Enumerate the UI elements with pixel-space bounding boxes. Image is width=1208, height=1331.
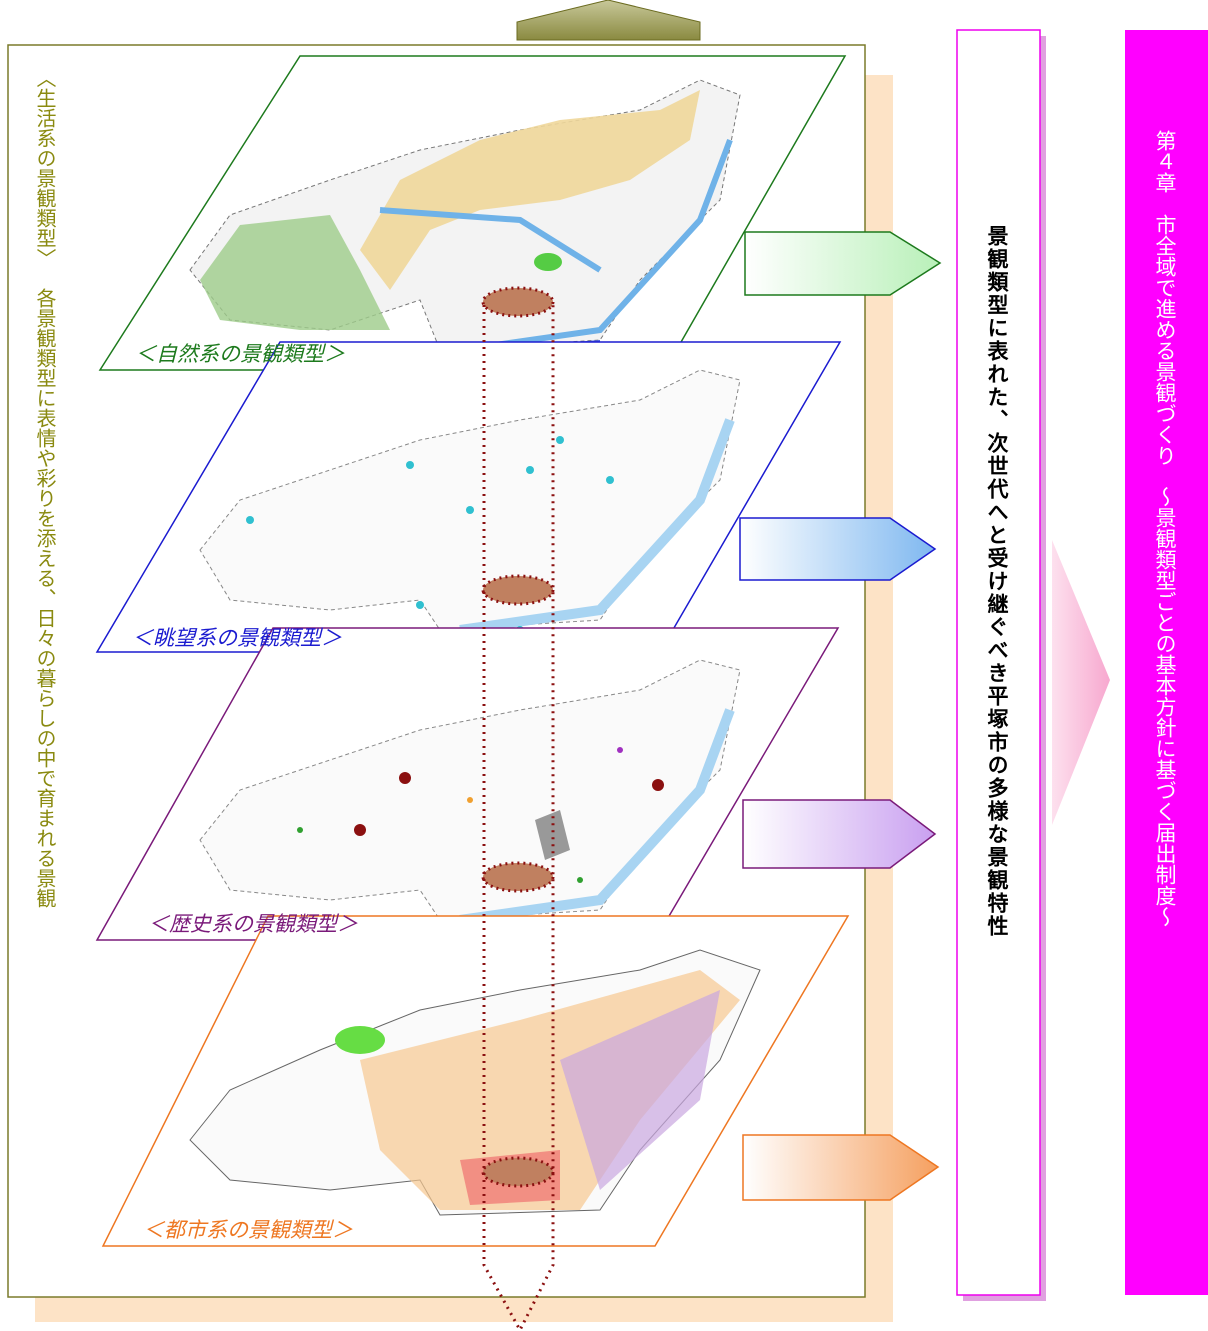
map <box>199 369 741 631</box>
arrow <box>1052 540 1110 825</box>
chapter-title: 第４章 市全域で進める景観づくり <box>1153 130 1177 466</box>
chapter-box <box>1125 30 1208 1295</box>
characteristics-box <box>956 29 1041 1296</box>
living-type-title: 〈生活系の景観類型〉 <box>33 68 57 268</box>
map <box>200 215 390 330</box>
river <box>379 138 733 353</box>
map-points <box>246 436 614 634</box>
arrow <box>742 1134 940 1201</box>
layer-label: ＜眺望系の景観類型＞ <box>132 626 342 650</box>
map <box>335 1026 385 1054</box>
map <box>360 90 700 290</box>
map <box>560 990 720 1190</box>
living-type-text: 〈生活系の景観類型〉各景観類型に表情や彩りを添える、日々の暮らしの中で育まれる景… <box>30 68 60 908</box>
layer-label: ＜歴史系の景観類型＞ <box>148 912 358 936</box>
characteristics-text: 景観類型に表れた、次世代へと受け継ぐべき平塚市の多様な景観特性 <box>985 225 1009 938</box>
layer-label: ＜自然系の景観類型＞ <box>135 342 345 366</box>
map <box>199 659 741 921</box>
core-area <box>481 286 555 1188</box>
chapter-text: 第４章 市全域で進める景観づくり ～景観類型ごとの基本方針に基づく届出制度～ <box>1150 130 1180 927</box>
arrow <box>742 799 937 869</box>
layer-label: ＜都市系の景観類型＞ <box>143 1218 353 1242</box>
river <box>459 418 735 635</box>
chapter-subtitle: ～景観類型ごとの基本方針に基づく届出制度～ <box>1153 486 1177 927</box>
map <box>535 810 570 860</box>
river <box>459 708 735 925</box>
living-type-description: 各景観類型に表情や彩りを添える、日々の暮らしの中で育まれる景観 <box>33 288 57 908</box>
map-points <box>297 747 664 883</box>
map <box>534 253 562 271</box>
up-arrow <box>516 0 701 41</box>
arrow <box>739 517 937 581</box>
arrow <box>744 231 942 296</box>
